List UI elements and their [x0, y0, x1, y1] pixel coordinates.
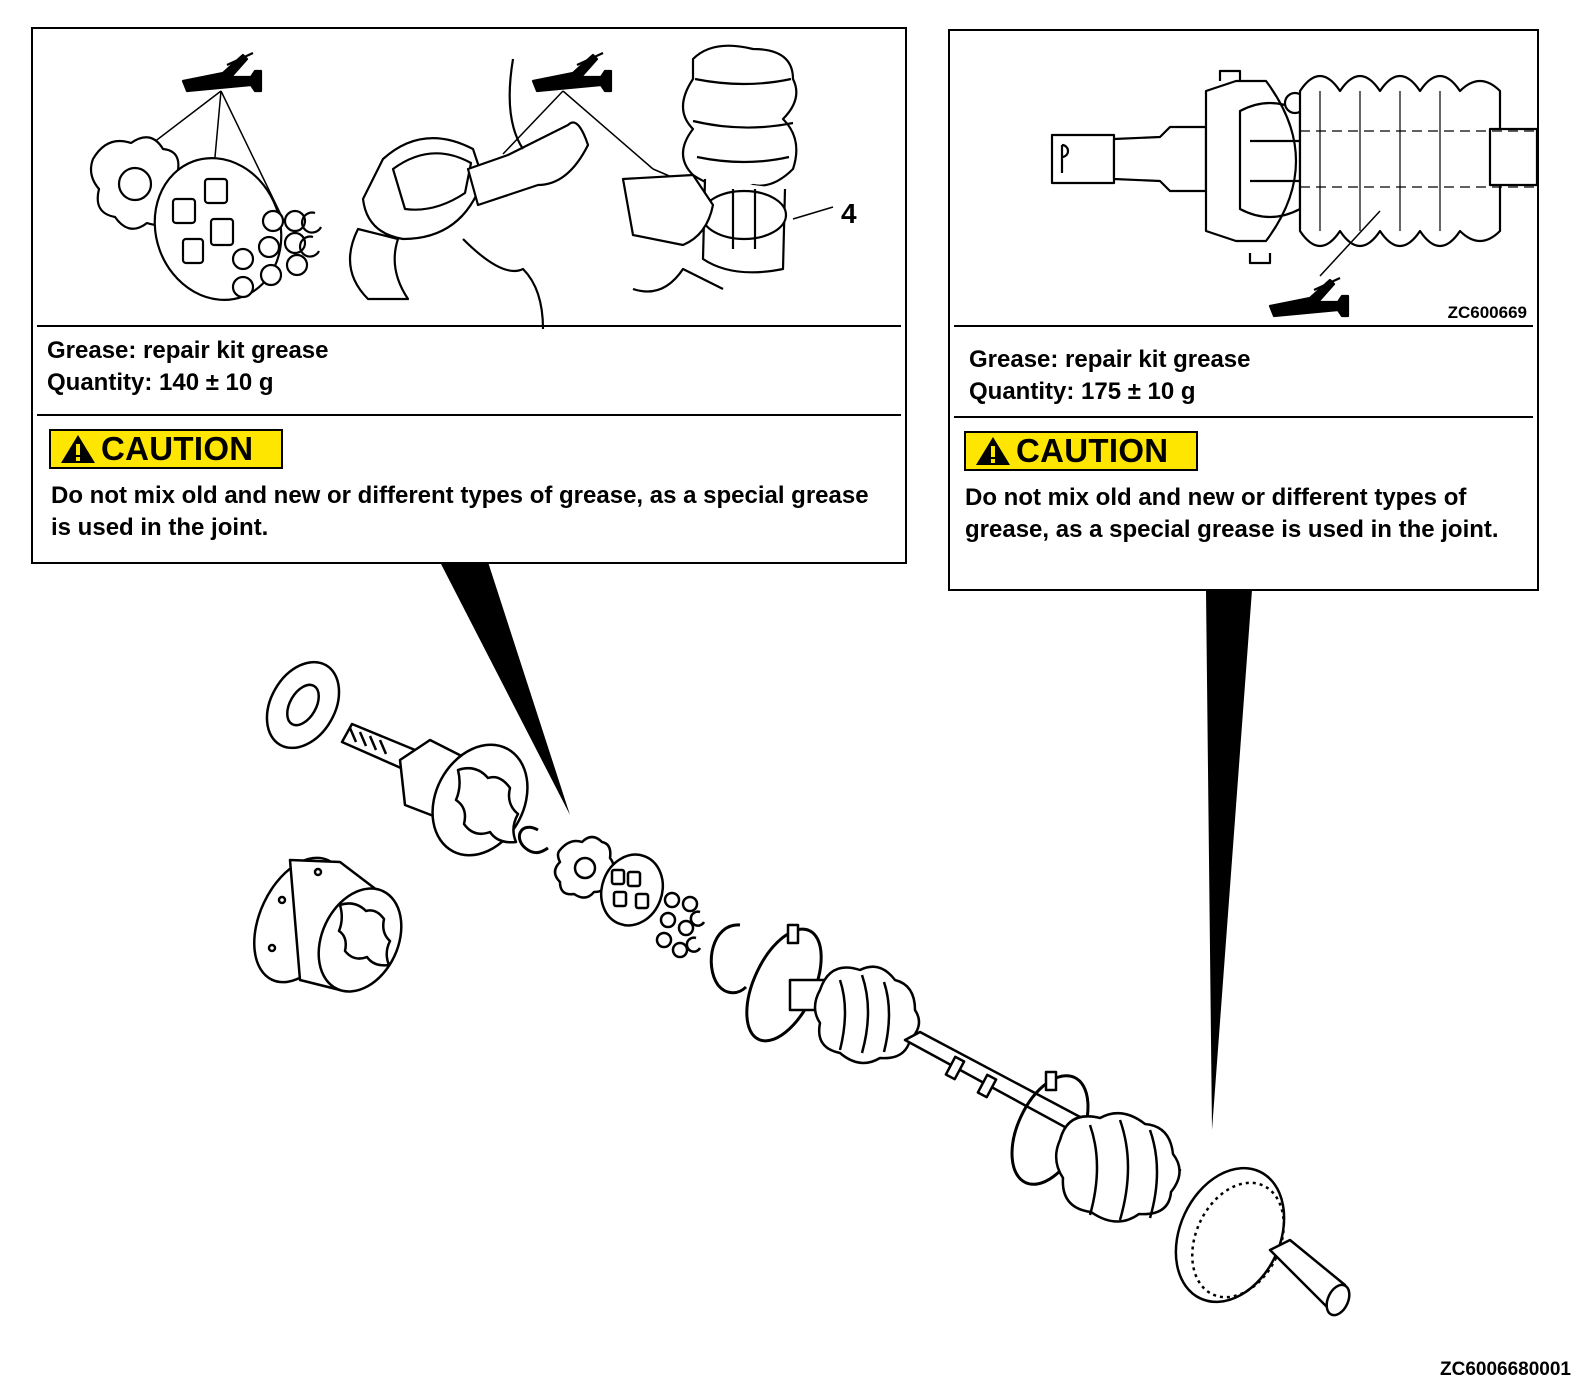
- outboard-boot: [1054, 1111, 1181, 1223]
- inboard-joint-housing: [340, 722, 529, 857]
- right-caution-label: CAUTION: [1016, 432, 1169, 469]
- right-caution-badge: CAUTION: [964, 431, 1198, 471]
- right-grease-panel: ZC600669 Grease: repair kit grease Quant…: [948, 29, 1539, 591]
- dust-washer: [265, 660, 341, 750]
- flange-housing: [253, 856, 403, 993]
- left-grease-panel: 4 Grease: repair kit grease Quantity: 14…: [31, 27, 907, 564]
- left-divider-bottom: [37, 414, 901, 416]
- circlip: [709, 923, 748, 995]
- warning-triangle-icon: [976, 437, 1010, 465]
- right-grease-quantity: Quantity: 175 ± 10 g: [969, 378, 1196, 405]
- grease-gun-icon: [181, 52, 263, 93]
- right-divider-bottom: [954, 416, 1533, 418]
- inboard-boot: [788, 965, 921, 1065]
- ball-cage: [599, 853, 665, 927]
- main-figure-code: ZC6006680001: [1440, 1359, 1571, 1380]
- left-panel-illustration: 4: [89, 44, 857, 329]
- warning-triangle-icon: [61, 435, 95, 463]
- left-divider-top: [37, 325, 901, 327]
- left-caution-text: Do not mix old and new or different type…: [51, 482, 869, 541]
- left-caution-badge: CAUTION: [49, 429, 283, 469]
- right-grease-type: Grease: repair kit grease: [969, 346, 1251, 373]
- outboard-joint: [1174, 1166, 1351, 1317]
- right-panel-illustration: [1050, 69, 1537, 318]
- bearing-balls: [655, 891, 706, 959]
- grease-gun-icon: [531, 52, 613, 93]
- part-callout-4: 4: [841, 198, 857, 229]
- right-panel-figure-code: ZC600669: [1447, 303, 1527, 322]
- snap-ring: [517, 826, 549, 855]
- left-grease-quantity: Quantity: 140 ± 10 g: [47, 369, 274, 396]
- left-grease-type: Grease: repair kit grease: [47, 337, 329, 364]
- inner-race: [553, 835, 615, 899]
- left-caution-label: CAUTION: [101, 430, 254, 467]
- left-callout-pointer: [440, 562, 570, 815]
- grease-gun-icon: [1268, 277, 1350, 318]
- right-divider-top: [954, 325, 1533, 327]
- right-caution-text: Do not mix old and new or different type…: [965, 484, 1499, 543]
- right-callout-pointer: [1206, 590, 1252, 1130]
